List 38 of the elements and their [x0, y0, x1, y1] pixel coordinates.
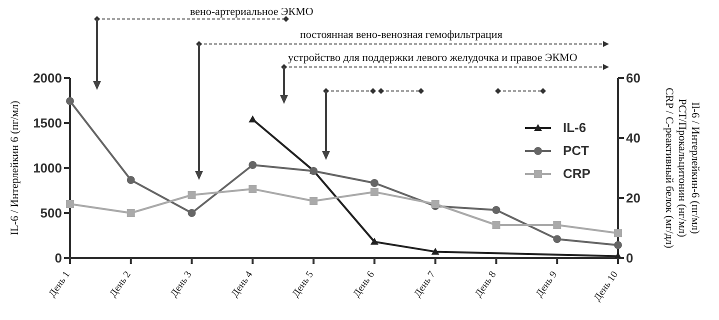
point [431, 248, 440, 255]
legend-label: IL-6 [563, 120, 586, 135]
point [492, 206, 500, 214]
point [126, 209, 135, 217]
y2-tick-label: 40 [626, 130, 640, 146]
point [614, 229, 622, 238]
point [248, 115, 257, 122]
y-tick-label: 500 [40, 206, 62, 221]
y-tick-label: 0 [54, 250, 62, 266]
legend-label: PCT [563, 143, 589, 158]
point [248, 185, 257, 193]
point [553, 221, 562, 229]
point [310, 197, 318, 205]
point [553, 235, 562, 244]
point [66, 200, 74, 208]
point [370, 188, 378, 196]
y-tick-label: 1000 [33, 160, 62, 176]
y-tick-label: 2000 [33, 70, 62, 86]
y2-tick-label: 60 [626, 70, 640, 86]
point [248, 161, 257, 169]
point [431, 200, 440, 208]
text: устройство для поддержки левого желудочка и правое ЭКМО [288, 52, 578, 64]
point [188, 209, 196, 217]
y2-tick-label: 20 [626, 190, 640, 206]
y-tick-label: 1500 [33, 116, 62, 131]
point [370, 179, 378, 187]
y-axis-title: IL-6 / Интерлейкин 6 (пг/мл) [8, 100, 21, 236]
point [188, 191, 196, 199]
y2-axis-title: Il-6 / Интерлейкин-6 (пг/мл) PCT/Прокальцитонин (нг/мл) CRP / С-реактивный белок (мг/дл) [663, 88, 701, 249]
y2-tick-label: 0 [626, 250, 634, 266]
point [614, 241, 622, 250]
legend-label: CRP [563, 166, 590, 181]
point [492, 221, 500, 229]
point [126, 176, 135, 184]
text: вено-артериальное ЭКМО [190, 6, 314, 18]
text: постоянная вено-венозная гемофильтрация [300, 29, 502, 41]
point [370, 238, 378, 245]
point [66, 97, 74, 106]
